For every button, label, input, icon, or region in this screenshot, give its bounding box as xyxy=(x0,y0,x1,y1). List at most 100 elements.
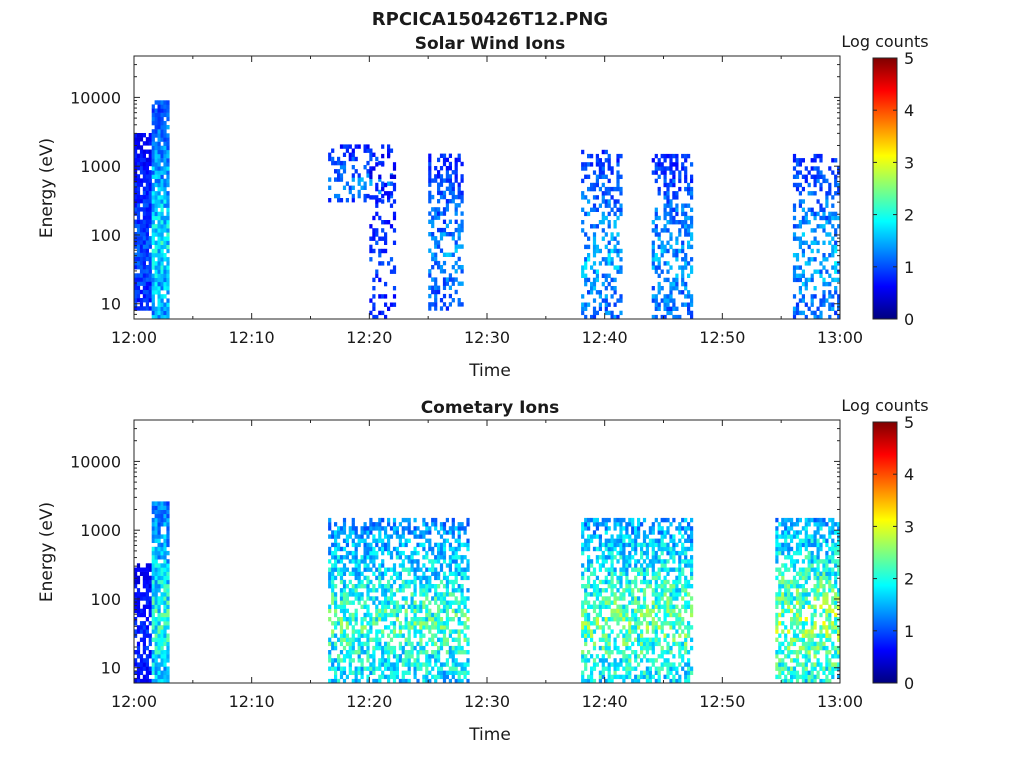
spectrogram-cell xyxy=(389,592,394,597)
spectrogram-cell xyxy=(831,248,835,254)
spectrogram-cell xyxy=(654,571,658,576)
spectrogram-cell xyxy=(613,302,617,307)
spectrogram-cell xyxy=(590,224,594,229)
spectrogram-cell xyxy=(354,678,358,683)
spectrogram-cell xyxy=(669,203,673,208)
spectrogram-cell xyxy=(454,538,458,543)
spectrogram-cell xyxy=(645,604,649,609)
spectrogram-cell xyxy=(834,662,838,667)
spectrogram-cell xyxy=(387,625,391,630)
spectrogram-cell xyxy=(157,116,161,122)
spectrogram-cell xyxy=(434,571,438,576)
spectrogram-cell xyxy=(166,290,170,295)
colorbar-tick-label: 3 xyxy=(904,517,914,536)
spectrogram-cell xyxy=(672,654,676,659)
spectrogram-cell xyxy=(442,277,447,282)
spectrogram-cell xyxy=(675,236,679,241)
spectrogram-cell xyxy=(163,522,167,527)
spectrogram-cell xyxy=(413,588,417,593)
spectrogram-cell xyxy=(781,641,785,647)
spectrogram-cell xyxy=(690,178,694,184)
spectrogram-cell xyxy=(466,617,470,622)
spectrogram-cell xyxy=(598,186,602,192)
spectrogram-cell xyxy=(666,662,670,667)
spectrogram-cell xyxy=(581,207,585,212)
spectrogram-cell xyxy=(451,546,455,552)
spectrogram-cell xyxy=(625,571,629,576)
spectrogram-cell xyxy=(157,186,161,192)
spectrogram-cell xyxy=(654,306,658,311)
spectrogram-cell xyxy=(163,584,167,589)
spectrogram-cell xyxy=(134,133,138,138)
spectrogram-cell xyxy=(134,145,138,150)
spectrogram-cell xyxy=(448,629,452,634)
spectrogram-cell xyxy=(384,658,388,663)
spectrogram-cell xyxy=(334,621,338,626)
x-tick-label: 12:40 xyxy=(582,692,628,711)
spectrogram-cell xyxy=(581,670,585,675)
spectrogram-cell xyxy=(675,158,679,163)
spectrogram-cell xyxy=(672,592,676,597)
spectrogram-cell xyxy=(628,621,632,626)
spectrogram-cell xyxy=(625,579,629,585)
spectrogram-cell xyxy=(463,542,467,548)
spectrogram-cell xyxy=(416,658,420,663)
spectrogram-cell xyxy=(640,608,644,614)
spectrogram-cell xyxy=(151,153,155,159)
spectrogram-cell xyxy=(425,596,429,601)
spectrogram-cell xyxy=(592,678,597,683)
spectrogram-cell xyxy=(666,559,670,564)
spectrogram-cell xyxy=(442,269,447,274)
spectrogram-cell xyxy=(439,621,444,626)
spectrogram-cell xyxy=(437,645,441,651)
spectrogram-cell xyxy=(339,592,344,597)
spectrogram-cell xyxy=(613,265,617,270)
spectrogram-cell xyxy=(654,633,658,638)
spectrogram-cell xyxy=(619,662,623,667)
spectrogram-cell xyxy=(690,559,694,564)
spectrogram-cell xyxy=(166,678,170,683)
spectrogram-cell xyxy=(807,191,811,196)
spectrogram-cell xyxy=(684,604,688,609)
spectrogram-cell xyxy=(657,592,661,597)
spectrogram-cell xyxy=(654,538,658,543)
spectrogram-cell xyxy=(448,678,452,683)
spectrogram-cell xyxy=(825,612,829,618)
spectrogram-cell xyxy=(337,658,341,663)
spectrogram-cell xyxy=(681,621,685,626)
spectrogram-cell xyxy=(801,575,805,581)
spectrogram-cell xyxy=(634,629,638,634)
spectrogram-cell xyxy=(451,182,455,187)
spectrogram-cell xyxy=(595,158,599,163)
spectrogram-cell xyxy=(354,550,358,556)
spectrogram-cell xyxy=(419,633,423,638)
spectrogram-cell xyxy=(778,571,782,576)
spectrogram-cell xyxy=(145,625,149,630)
spectrogram-cell xyxy=(784,662,788,667)
spectrogram-cell xyxy=(778,612,782,618)
spectrogram-cell xyxy=(690,612,694,618)
spectrogram-cell xyxy=(387,588,391,593)
spectrogram-cell xyxy=(151,145,155,151)
spectrogram-cell xyxy=(334,596,338,601)
spectrogram-cell xyxy=(145,166,149,171)
spectrogram-cell xyxy=(154,674,158,680)
spectrogram-cell xyxy=(460,608,464,614)
spectrogram-cell xyxy=(439,596,444,601)
spectrogram-cell xyxy=(451,277,455,282)
spectrogram-cell xyxy=(348,641,352,647)
spectrogram-cell xyxy=(795,306,800,311)
spectrogram-cell xyxy=(363,600,367,605)
spectrogram-cell xyxy=(822,534,826,539)
spectrogram-cell xyxy=(378,567,382,572)
spectrogram-cell xyxy=(428,219,432,224)
spectrogram-cell xyxy=(654,224,658,229)
spectrogram-cell xyxy=(428,575,432,581)
spectrogram-cell xyxy=(136,211,141,216)
spectrogram-cell xyxy=(351,530,355,535)
spectrogram-cell xyxy=(684,625,688,630)
spectrogram-cell xyxy=(348,621,352,626)
spectrogram-cell xyxy=(634,658,638,663)
spectrogram-cell xyxy=(442,633,447,638)
spectrogram-cell xyxy=(160,215,164,221)
